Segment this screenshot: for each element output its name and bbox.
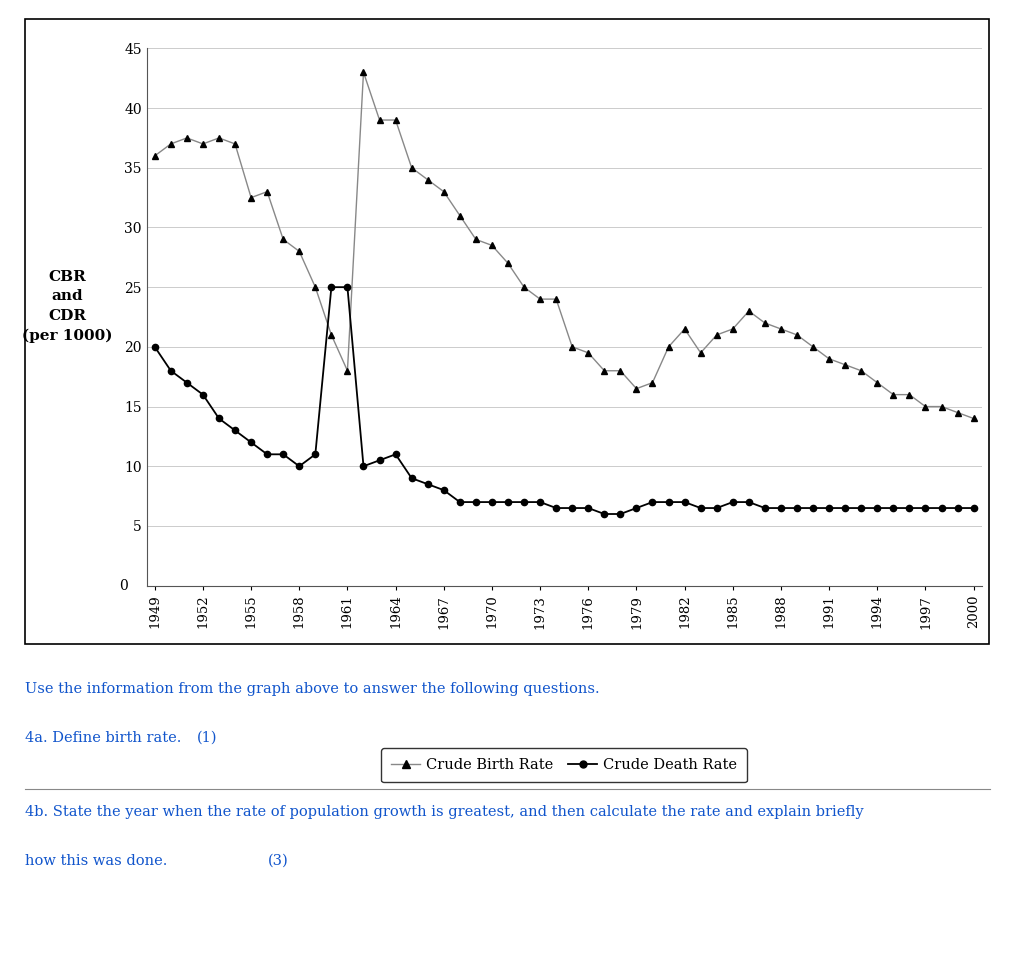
Text: Use the information from the graph above to answer the following questions.: Use the information from the graph above… (25, 682, 600, 696)
Text: 0: 0 (119, 579, 128, 592)
Text: (3): (3) (268, 854, 289, 867)
Text: 4b. State the year when the rate of population growth is greatest, and then calc: 4b. State the year when the rate of popu… (25, 805, 863, 819)
Text: how this was done.: how this was done. (25, 854, 168, 867)
Text: CBR
and
CDR
(per 1000): CBR and CDR (per 1000) (22, 270, 112, 343)
Text: (1): (1) (197, 731, 217, 744)
Text: 4a. Define birth rate.: 4a. Define birth rate. (25, 731, 182, 744)
Legend: Crude Birth Rate, Crude Death Rate: Crude Birth Rate, Crude Death Rate (381, 748, 746, 782)
